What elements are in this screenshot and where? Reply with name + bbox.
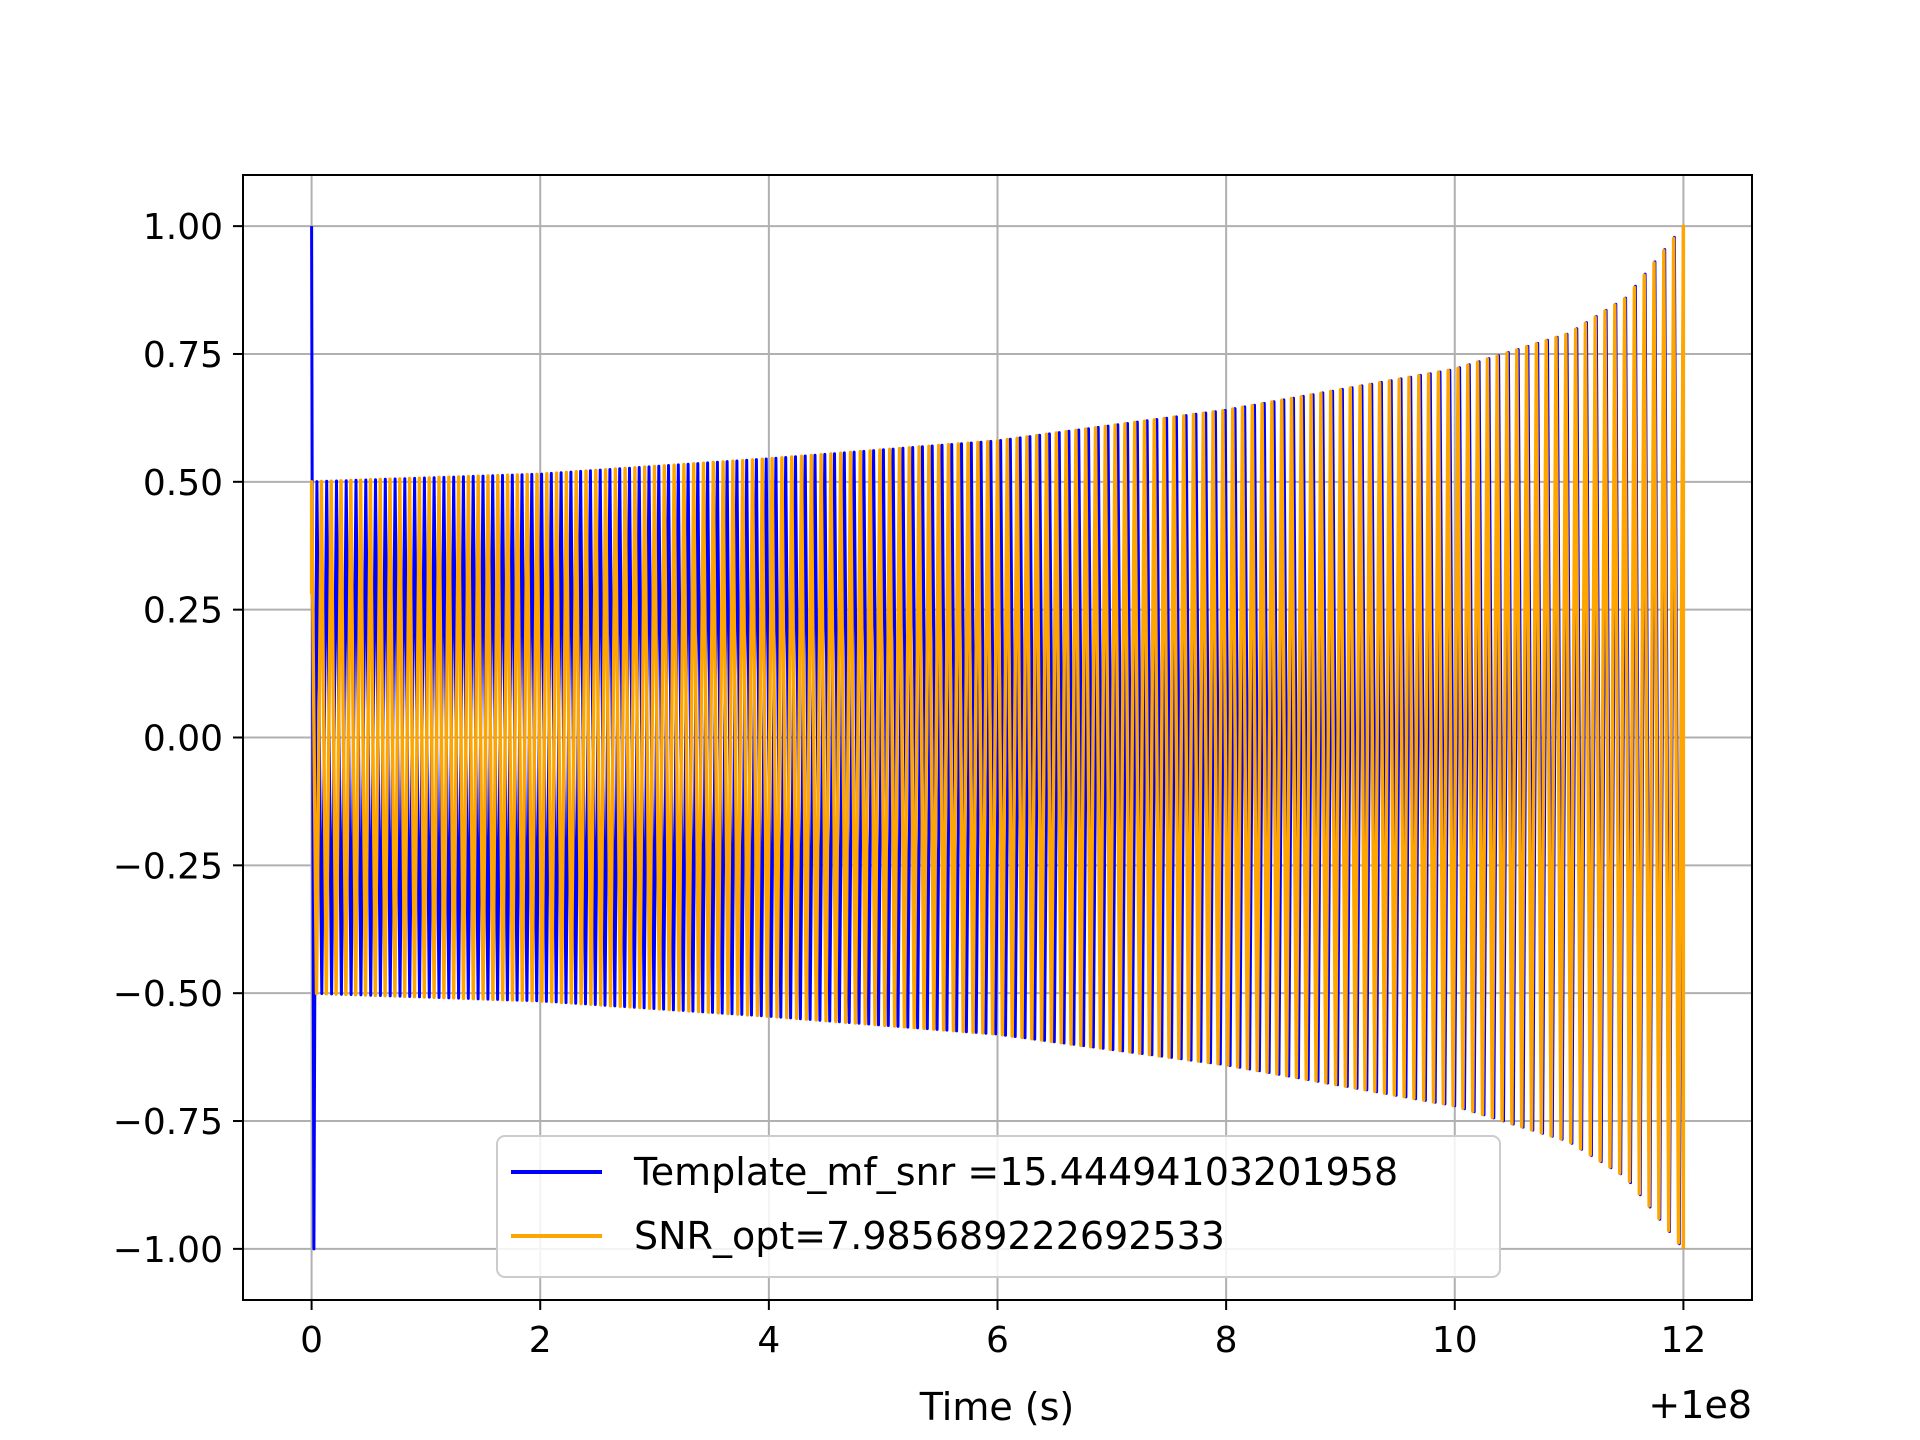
legend-label-template: Template_mf_snr =15.44494103201958 (633, 1150, 1398, 1194)
legend: Template_mf_snr =15.44494103201958 SNR_o… (496, 1135, 1501, 1278)
x-axis-offset-label: +1e8 (1648, 1383, 1752, 1427)
x-axis: 0 2 4 6 8 10 12 (300, 1300, 1706, 1361)
y-tick-label: −1.00 (113, 1230, 223, 1271)
y-tick-label: −0.25 (113, 846, 223, 887)
legend-frame (496, 1135, 1501, 1278)
y-tick-label: −0.75 (113, 1102, 223, 1143)
series-snr-opt-line (309, 224, 1686, 1249)
x-tick-label: 12 (1661, 1320, 1707, 1361)
y-tick-label: 0.50 (143, 463, 223, 504)
x-tick-label: 2 (529, 1320, 552, 1361)
y-axis: 1.00 0.75 0.50 0.25 0.00 −0.25 −0.50 −0.75 −1.00 (113, 207, 243, 1271)
x-axis-label: Time (s) (919, 1385, 1075, 1429)
y-tick-label: −0.50 (113, 974, 223, 1015)
x-tick-label: 6 (986, 1320, 1009, 1361)
y-tick-label: 0.25 (143, 591, 223, 632)
x-tick-label: 0 (300, 1320, 323, 1361)
legend-label-snr-opt: SNR_opt=7.985689222692533 (634, 1214, 1225, 1258)
x-tick-label: 10 (1432, 1320, 1478, 1361)
y-tick-label: 1.00 (143, 207, 223, 248)
y-tick-label: 0.75 (143, 335, 223, 376)
x-tick-label: 8 (1215, 1320, 1238, 1361)
x-tick-label: 4 (757, 1320, 780, 1361)
y-tick-label: 0.00 (143, 719, 223, 760)
plot-lines (309, 224, 1686, 1251)
